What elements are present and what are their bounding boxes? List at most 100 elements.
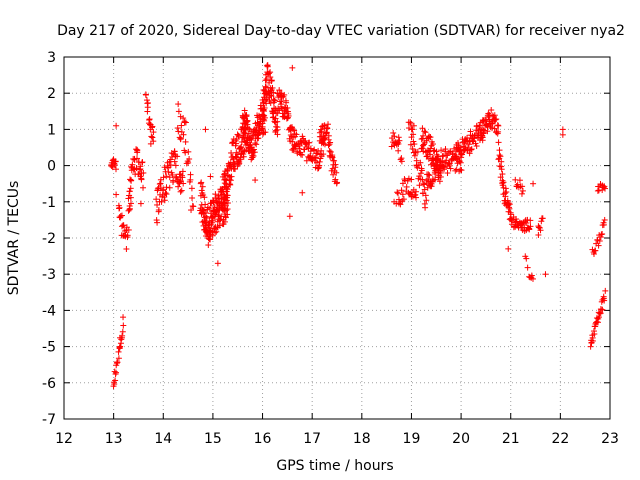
axis-ticks: 12 13 14 15 16 17 18 19 20 21 22 23-7-6-5-4-3-2-101… bbox=[42, 50, 619, 447]
data-point bbox=[587, 343, 594, 350]
data-point bbox=[146, 116, 153, 123]
data-point bbox=[160, 174, 167, 181]
data-point bbox=[491, 112, 498, 119]
data-point bbox=[527, 223, 534, 230]
data-point bbox=[189, 195, 196, 202]
data-point bbox=[410, 122, 417, 129]
data-point bbox=[185, 148, 192, 155]
data-point bbox=[113, 166, 120, 173]
data-point bbox=[468, 146, 475, 153]
data-point bbox=[120, 322, 127, 329]
data-point bbox=[212, 211, 219, 218]
data-point bbox=[223, 192, 230, 199]
data-point bbox=[496, 163, 503, 170]
data-point bbox=[286, 213, 293, 220]
data-point bbox=[436, 178, 443, 185]
data-point bbox=[423, 197, 430, 204]
data-point bbox=[224, 211, 231, 218]
data-point bbox=[138, 175, 145, 182]
data-point bbox=[411, 152, 418, 159]
data-point bbox=[497, 174, 504, 181]
data-point bbox=[420, 180, 427, 187]
data-point bbox=[505, 200, 512, 207]
data-point bbox=[262, 77, 269, 84]
data-point bbox=[146, 116, 153, 123]
data-point bbox=[248, 136, 255, 143]
data-point bbox=[559, 126, 566, 133]
data-point bbox=[119, 332, 126, 339]
data-point bbox=[599, 182, 606, 189]
data-point bbox=[418, 136, 425, 143]
data-point bbox=[202, 210, 209, 217]
data-point bbox=[407, 119, 414, 126]
data-point bbox=[418, 165, 425, 172]
data-point bbox=[400, 196, 407, 203]
data-point bbox=[167, 156, 174, 163]
data-point bbox=[181, 118, 188, 125]
data-point bbox=[601, 216, 608, 223]
data-point bbox=[166, 184, 173, 191]
data-point bbox=[271, 97, 278, 104]
data-point bbox=[596, 237, 603, 244]
data-point bbox=[331, 157, 338, 164]
data-point bbox=[182, 119, 189, 126]
data-point bbox=[419, 125, 426, 132]
data-point bbox=[303, 157, 310, 164]
data-point bbox=[504, 197, 511, 204]
data-point bbox=[293, 131, 300, 138]
data-point bbox=[109, 157, 116, 164]
data-point bbox=[182, 149, 189, 156]
data-point bbox=[314, 165, 321, 172]
data-point bbox=[155, 208, 162, 215]
y-tick-label: 0 bbox=[47, 159, 56, 175]
data-point bbox=[527, 217, 534, 224]
data-point bbox=[602, 185, 609, 192]
data-point bbox=[244, 125, 251, 132]
data-point bbox=[505, 245, 512, 252]
data-point bbox=[243, 112, 250, 119]
data-point bbox=[446, 161, 453, 168]
data-point bbox=[529, 275, 536, 282]
data-point bbox=[333, 169, 340, 176]
data-point bbox=[403, 183, 410, 190]
plot-frame bbox=[63, 56, 611, 420]
data-point bbox=[180, 115, 187, 122]
data-point bbox=[163, 191, 170, 198]
data-point bbox=[154, 185, 161, 192]
data-point bbox=[187, 171, 194, 178]
data-point bbox=[334, 179, 341, 186]
y-tick-label: 3 bbox=[47, 50, 56, 66]
data-point bbox=[233, 140, 240, 147]
data-point bbox=[332, 161, 339, 168]
data-point bbox=[113, 191, 120, 198]
data-point bbox=[497, 153, 504, 160]
data-point bbox=[267, 74, 274, 81]
data-point bbox=[506, 201, 513, 208]
data-point bbox=[154, 219, 161, 226]
data-point bbox=[124, 234, 131, 241]
x-tick-label: 23 bbox=[601, 431, 619, 447]
data-point bbox=[322, 134, 329, 141]
data-point bbox=[250, 146, 257, 153]
data-point bbox=[175, 108, 182, 115]
x-tick-label: 19 bbox=[403, 431, 421, 447]
data-point bbox=[395, 140, 402, 147]
data-point bbox=[274, 118, 281, 125]
data-point bbox=[243, 118, 250, 125]
data-point bbox=[299, 151, 306, 158]
data-point bbox=[259, 120, 266, 127]
data-point bbox=[158, 198, 165, 205]
data-point bbox=[241, 107, 248, 114]
data-point bbox=[442, 146, 449, 153]
data-point bbox=[320, 151, 327, 158]
data-point bbox=[330, 171, 337, 178]
data-point bbox=[129, 161, 136, 168]
data-point bbox=[399, 191, 406, 198]
data-point bbox=[224, 206, 231, 213]
data-point bbox=[431, 176, 438, 183]
data-point bbox=[417, 159, 424, 166]
data-point bbox=[307, 148, 314, 155]
data-point bbox=[600, 221, 607, 228]
data-point bbox=[414, 164, 421, 171]
data-point bbox=[163, 173, 170, 180]
